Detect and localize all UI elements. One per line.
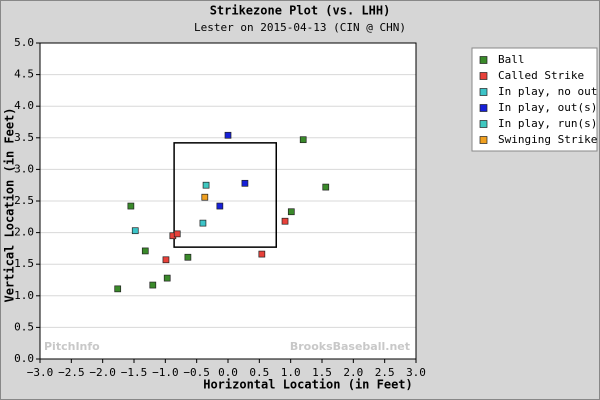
legend-label: Called Strike	[498, 69, 584, 82]
y-tick-label: 1.0	[14, 289, 34, 302]
legend-label: Ball	[498, 53, 525, 66]
x-tick-label: 1.0	[281, 366, 301, 379]
chart-subtitle: Lester on 2015-04-13 (CIN @ CHN)	[194, 21, 406, 34]
x-tick-label: 0.0	[218, 366, 238, 379]
point	[149, 281, 157, 289]
y-tick-label: 0.0	[14, 352, 34, 365]
x-tick-label: −3.0	[27, 366, 54, 379]
legend-swatch	[479, 120, 488, 128]
x-tick-label: 0.5	[249, 366, 269, 379]
x-tick-label: −1.5	[121, 366, 148, 379]
point	[173, 230, 181, 238]
legend-swatch	[479, 88, 488, 96]
point	[224, 131, 232, 139]
legend-swatch	[479, 104, 488, 112]
x-tick-label: 1.5	[312, 366, 332, 379]
point	[202, 181, 210, 189]
point	[131, 227, 139, 235]
strike-zone	[173, 142, 278, 248]
point	[162, 256, 170, 264]
x-axis-title: Horizontal Location (in Feet)	[203, 378, 413, 392]
point	[299, 136, 307, 144]
y-tick-label: 4.5	[14, 68, 34, 81]
legend-swatch	[479, 56, 488, 64]
y-tick-label: 0.5	[14, 320, 34, 333]
watermark: BrooksBaseball.net	[290, 340, 410, 353]
plot-border	[39, 42, 417, 360]
x-tick-label: 2.0	[343, 366, 363, 379]
y-tick-label: 1.5	[14, 257, 34, 270]
point	[163, 274, 171, 282]
point	[287, 208, 295, 216]
x-tick-label: 2.5	[375, 366, 395, 379]
x-tick-label: −0.5	[183, 366, 210, 379]
point	[241, 179, 249, 187]
point	[184, 253, 192, 261]
point	[127, 202, 135, 210]
point	[114, 285, 122, 293]
point	[216, 202, 224, 210]
x-tick-label: −2.5	[58, 366, 85, 379]
point	[199, 219, 207, 227]
y-tick-label: 2.5	[14, 194, 34, 207]
y-tick-label: 2.0	[14, 226, 34, 239]
x-tick-label: 3.0	[406, 366, 426, 379]
point	[201, 193, 209, 201]
x-tick-label: −2.0	[89, 366, 116, 379]
legend-swatch	[479, 72, 488, 80]
point	[281, 217, 289, 225]
x-tick-label: −1.0	[152, 366, 179, 379]
legend-label: In play, no out	[498, 85, 597, 98]
legend-box	[471, 47, 598, 152]
legend-label: In play, out(s)	[498, 101, 597, 114]
y-axis-title: Vertical Location (in Feet)	[3, 107, 17, 302]
y-tick-label: 3.0	[14, 162, 34, 175]
point	[322, 183, 330, 191]
legend-swatch	[479, 136, 488, 144]
point	[141, 247, 149, 255]
watermark: PitchInfo	[44, 340, 100, 353]
point	[258, 250, 266, 258]
y-tick-label: 5.0	[14, 36, 34, 49]
legend-label: Swinging Strike	[498, 133, 597, 146]
chart-title: Strikezone Plot (vs. LHH)	[210, 4, 391, 18]
y-tick-label: 3.5	[14, 131, 34, 144]
legend-label: In play, run(s)	[498, 117, 597, 130]
y-tick-label: 4.0	[14, 99, 34, 112]
